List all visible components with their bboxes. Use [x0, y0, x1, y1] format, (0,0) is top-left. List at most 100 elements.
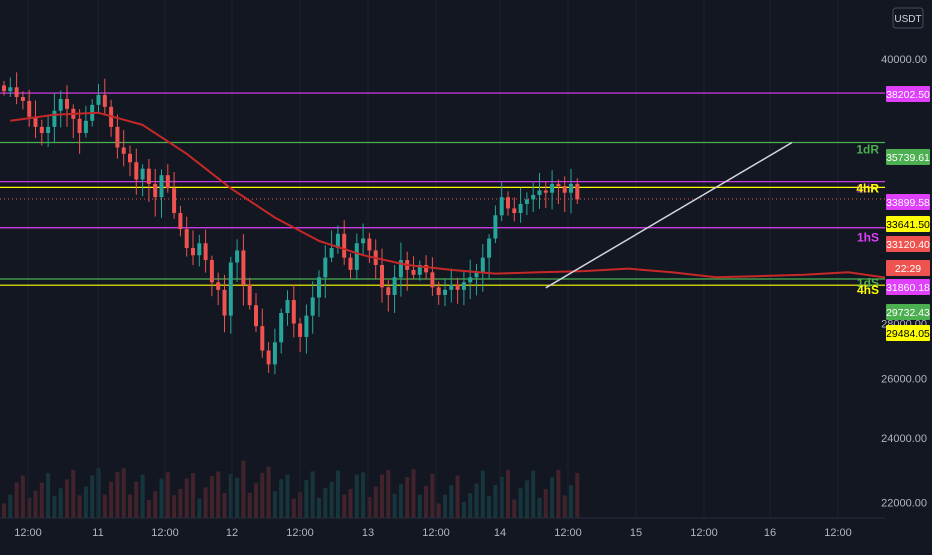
volume-bar	[436, 503, 441, 518]
volume-bar	[499, 476, 504, 518]
volume-bar	[474, 483, 479, 518]
candle-body	[380, 264, 384, 288]
volume-bar	[209, 476, 214, 518]
candle-body	[543, 190, 548, 193]
volume-bar	[272, 491, 277, 518]
candle-body	[487, 238, 492, 258]
candle-body	[291, 300, 296, 324]
candle-body	[8, 87, 13, 92]
volume-bar	[398, 484, 403, 518]
candle-body	[20, 97, 25, 101]
level-tag[interactable]	[886, 86, 930, 102]
candle-body	[348, 257, 353, 270]
volume-bar	[468, 493, 473, 518]
level-tag[interactable]	[886, 279, 930, 295]
candle-body	[304, 315, 309, 337]
volume-bar	[46, 473, 51, 518]
price-axis[interactable]: 40000.0028000.0026000.0024000.0022000.00…	[881, 0, 932, 550]
volume-bar	[323, 488, 328, 518]
volume-bar	[58, 488, 63, 518]
candle-body	[436, 287, 441, 295]
volume-bar	[115, 472, 120, 518]
candle-body	[443, 289, 447, 295]
candles-layer	[2, 72, 580, 375]
levels-layer	[0, 92, 885, 286]
level-tag[interactable]	[886, 216, 930, 232]
candle-body	[228, 262, 233, 316]
volume-bar	[335, 470, 340, 518]
candle-body	[241, 250, 246, 285]
level-label: 4hR	[856, 181, 879, 195]
level-tag[interactable]	[886, 194, 930, 210]
candle-body	[342, 233, 347, 258]
currency-button[interactable]: USDT	[892, 7, 924, 29]
grid-layer	[27, 0, 839, 518]
candle-body	[569, 183, 573, 193]
candle-body	[461, 282, 466, 290]
level-tag[interactable]	[886, 325, 930, 341]
candle-body	[191, 248, 195, 256]
volume-bar	[254, 483, 258, 518]
level-label: 1hS	[857, 231, 879, 245]
time-tick-label: 12:00	[554, 527, 582, 539]
level-tag[interactable]	[886, 236, 930, 252]
volume-bar	[266, 466, 271, 518]
currency-button-frame[interactable]	[892, 7, 924, 29]
time-tick-label: 12:00	[286, 527, 314, 539]
volume-bar	[405, 477, 410, 518]
volume-bar	[317, 497, 321, 518]
volume-bar	[392, 493, 397, 518]
candle-body	[361, 238, 366, 244]
candle-body	[367, 238, 372, 251]
level-label: 4hS	[857, 283, 879, 297]
candle-body	[33, 116, 38, 127]
volume-bar	[203, 487, 208, 518]
candle-body	[184, 229, 189, 249]
candle-body	[317, 277, 321, 298]
candle-body	[52, 110, 57, 127]
volume-bar	[531, 470, 536, 518]
volume-bar	[279, 479, 284, 518]
time-axis[interactable]: 12:00 11 12:00 12 12:00 13 12:00 14 12:00 15 12:00…	[0, 517, 885, 539]
level-tag-label: 29484.05	[886, 328, 930, 340]
level-tag-label: 38202.50	[886, 89, 930, 101]
candle-body	[39, 126, 44, 134]
volume-bar	[493, 484, 498, 518]
candle-body	[430, 272, 435, 288]
volume-bar	[443, 494, 447, 518]
volume-bar	[373, 486, 378, 518]
candle-body	[506, 197, 510, 209]
volume-bar	[159, 478, 164, 518]
candle-body	[235, 250, 240, 263]
volume-bar	[8, 494, 13, 518]
candle-body	[216, 282, 221, 290]
candle-body	[197, 243, 202, 256]
level-tag[interactable]	[886, 260, 930, 276]
volume-bar	[121, 468, 126, 518]
volume-bar	[109, 481, 114, 518]
candle-body	[203, 243, 208, 261]
candle-body	[178, 212, 183, 230]
volume-bar	[52, 496, 57, 518]
volume-bar	[556, 469, 561, 518]
level-tag[interactable]	[886, 304, 930, 320]
candle-body	[474, 272, 479, 278]
candle-body	[266, 350, 271, 365]
volume-bar	[235, 477, 240, 518]
candle-body	[354, 243, 359, 270]
level-label: 1dS	[857, 276, 879, 290]
volume-bar	[39, 482, 44, 518]
volume-bar	[102, 494, 107, 518]
level-tag[interactable]	[886, 149, 930, 165]
volume-bar	[33, 490, 38, 518]
volume-bar	[228, 474, 233, 518]
candle-body	[27, 100, 32, 117]
volume-bar	[310, 471, 315, 518]
level-label: 1dR	[856, 182, 879, 196]
candle-body	[398, 260, 403, 278]
level-label: 1dR	[856, 142, 879, 156]
time-tick-label: 12:00	[690, 527, 718, 539]
volume-bar	[165, 472, 170, 518]
